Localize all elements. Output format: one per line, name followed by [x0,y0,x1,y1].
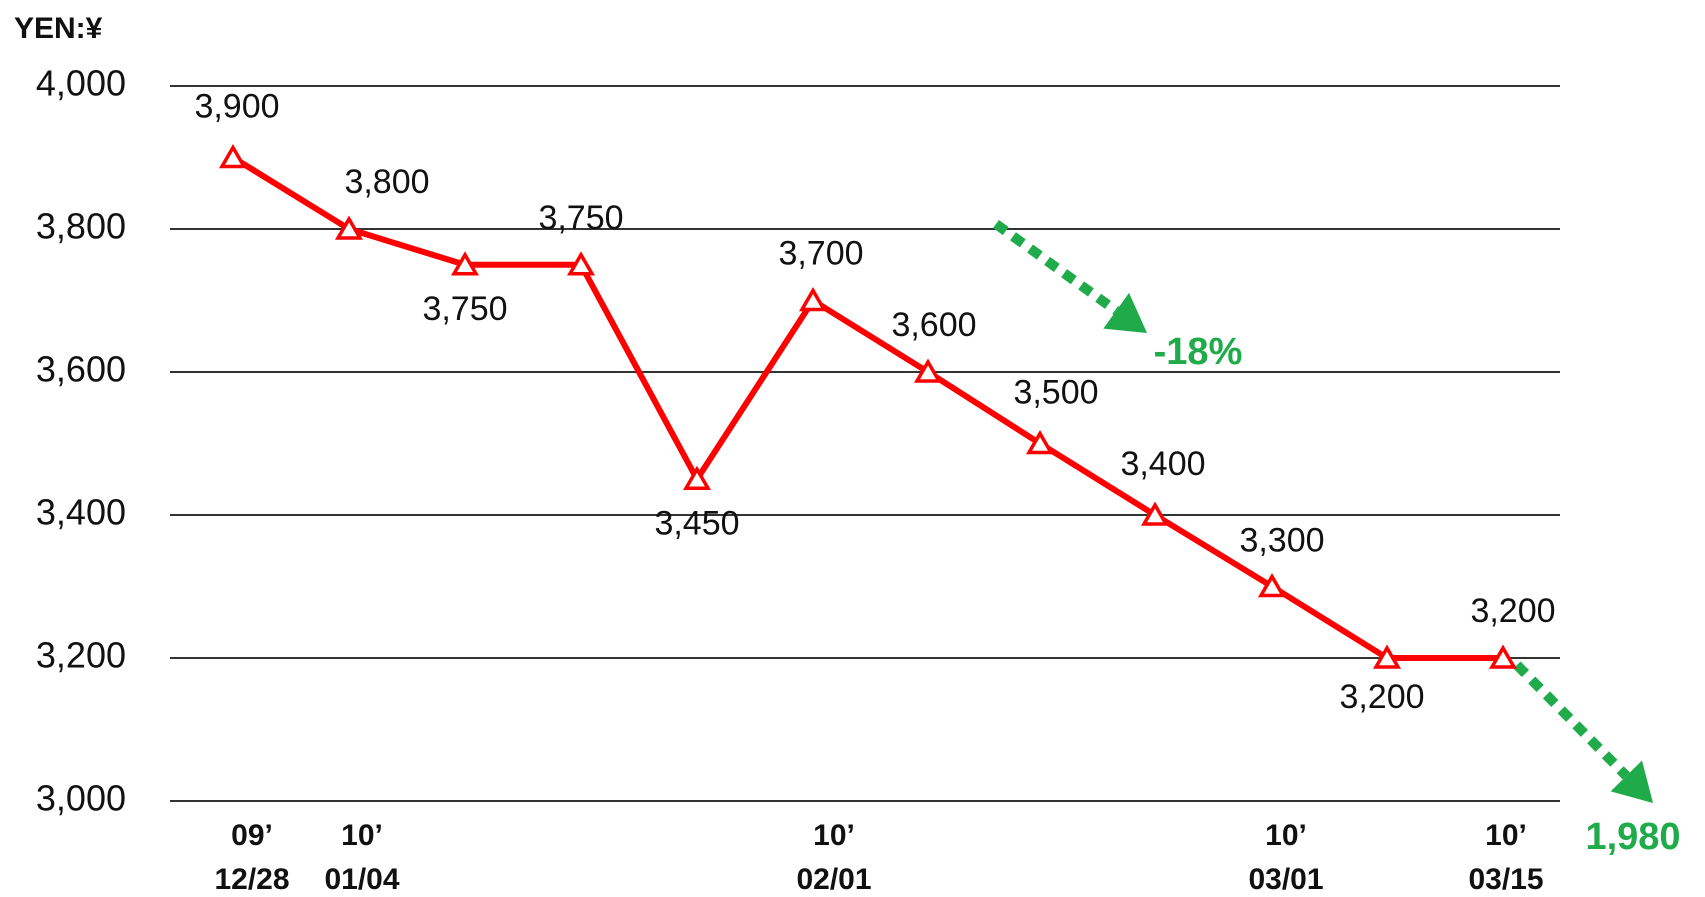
y-axis-ticks: 3,000 3,200 3,400 3,600 3,800 4,000 [36,63,126,819]
data-label: 3,700 [778,235,863,273]
data-label: 3,800 [344,163,429,201]
y-tick-label: 4,000 [36,63,126,104]
x-tick-date: 03/01 [1248,863,1323,896]
data-point-marker [450,251,480,276]
trend-arrows [993,219,1653,803]
data-point-marker [218,144,248,169]
y-tick-label: 3,400 [36,492,126,533]
data-point-marker [566,251,596,276]
data-point-marker [1372,644,1402,669]
data-point-marker [334,215,364,240]
data-label: 3,750 [422,290,507,328]
data-point-marker [1257,573,1287,598]
x-tick-year: 10’ [1485,819,1527,852]
arrow-shaft [1513,661,1630,780]
data-point-marker [682,465,712,490]
data-label: 3,600 [891,306,976,344]
y-tick-label: 3,000 [36,778,126,819]
data-point-marker [1488,644,1518,669]
arrow-down-icon [1513,661,1653,803]
series-polyline [231,154,1503,661]
x-axis-ticks: 09’ 12/28 10’ 01/04 10’ 02/01 10’ 03/01 10’ 03/15 [214,819,1543,896]
annotation-projected-price: 1,980 [1585,816,1680,858]
y-tick-label: 3,600 [36,349,126,390]
annotation-percent-drop: -18% [1154,331,1243,373]
data-label: 3,750 [538,199,623,237]
data-label: 3,450 [654,504,739,542]
x-tick-year: 10’ [341,819,383,852]
arrow-head [1103,292,1147,333]
arrow-down-icon [993,219,1147,333]
x-tick-year: 09’ [231,819,273,852]
data-label: 3,300 [1239,522,1324,560]
data-label: 3,200 [1339,678,1424,716]
y-axis-unit-label: YEN:¥ [14,12,103,45]
data-point-marker [1025,430,1055,455]
data-label: 3,200 [1470,592,1555,630]
series-line [231,154,1503,661]
y-tick-label: 3,200 [36,635,126,676]
data-point-marker [1140,501,1170,526]
x-tick-year: 10’ [1265,819,1307,852]
data-label: 3,900 [194,88,279,126]
arrow-shaft [993,219,1120,315]
data-points [218,144,1518,669]
arrow-head [1610,760,1653,803]
grid-lines [170,85,1560,802]
data-label: 3,500 [1013,374,1098,412]
data-point-marker [798,287,828,312]
x-tick-date: 03/15 [1468,863,1543,896]
y-tick-label: 3,800 [36,206,126,247]
x-tick-date: 12/28 [214,863,289,896]
x-tick-date: 02/01 [796,863,871,896]
x-tick-year: 10’ [813,819,855,852]
data-label: 3,400 [1120,445,1205,483]
x-tick-date: 01/04 [324,863,399,896]
data-labels: 3,900 3,800 3,750 3,750 3,450 3,700 3,600 3,500… [194,88,1555,717]
data-point-marker [913,358,943,383]
